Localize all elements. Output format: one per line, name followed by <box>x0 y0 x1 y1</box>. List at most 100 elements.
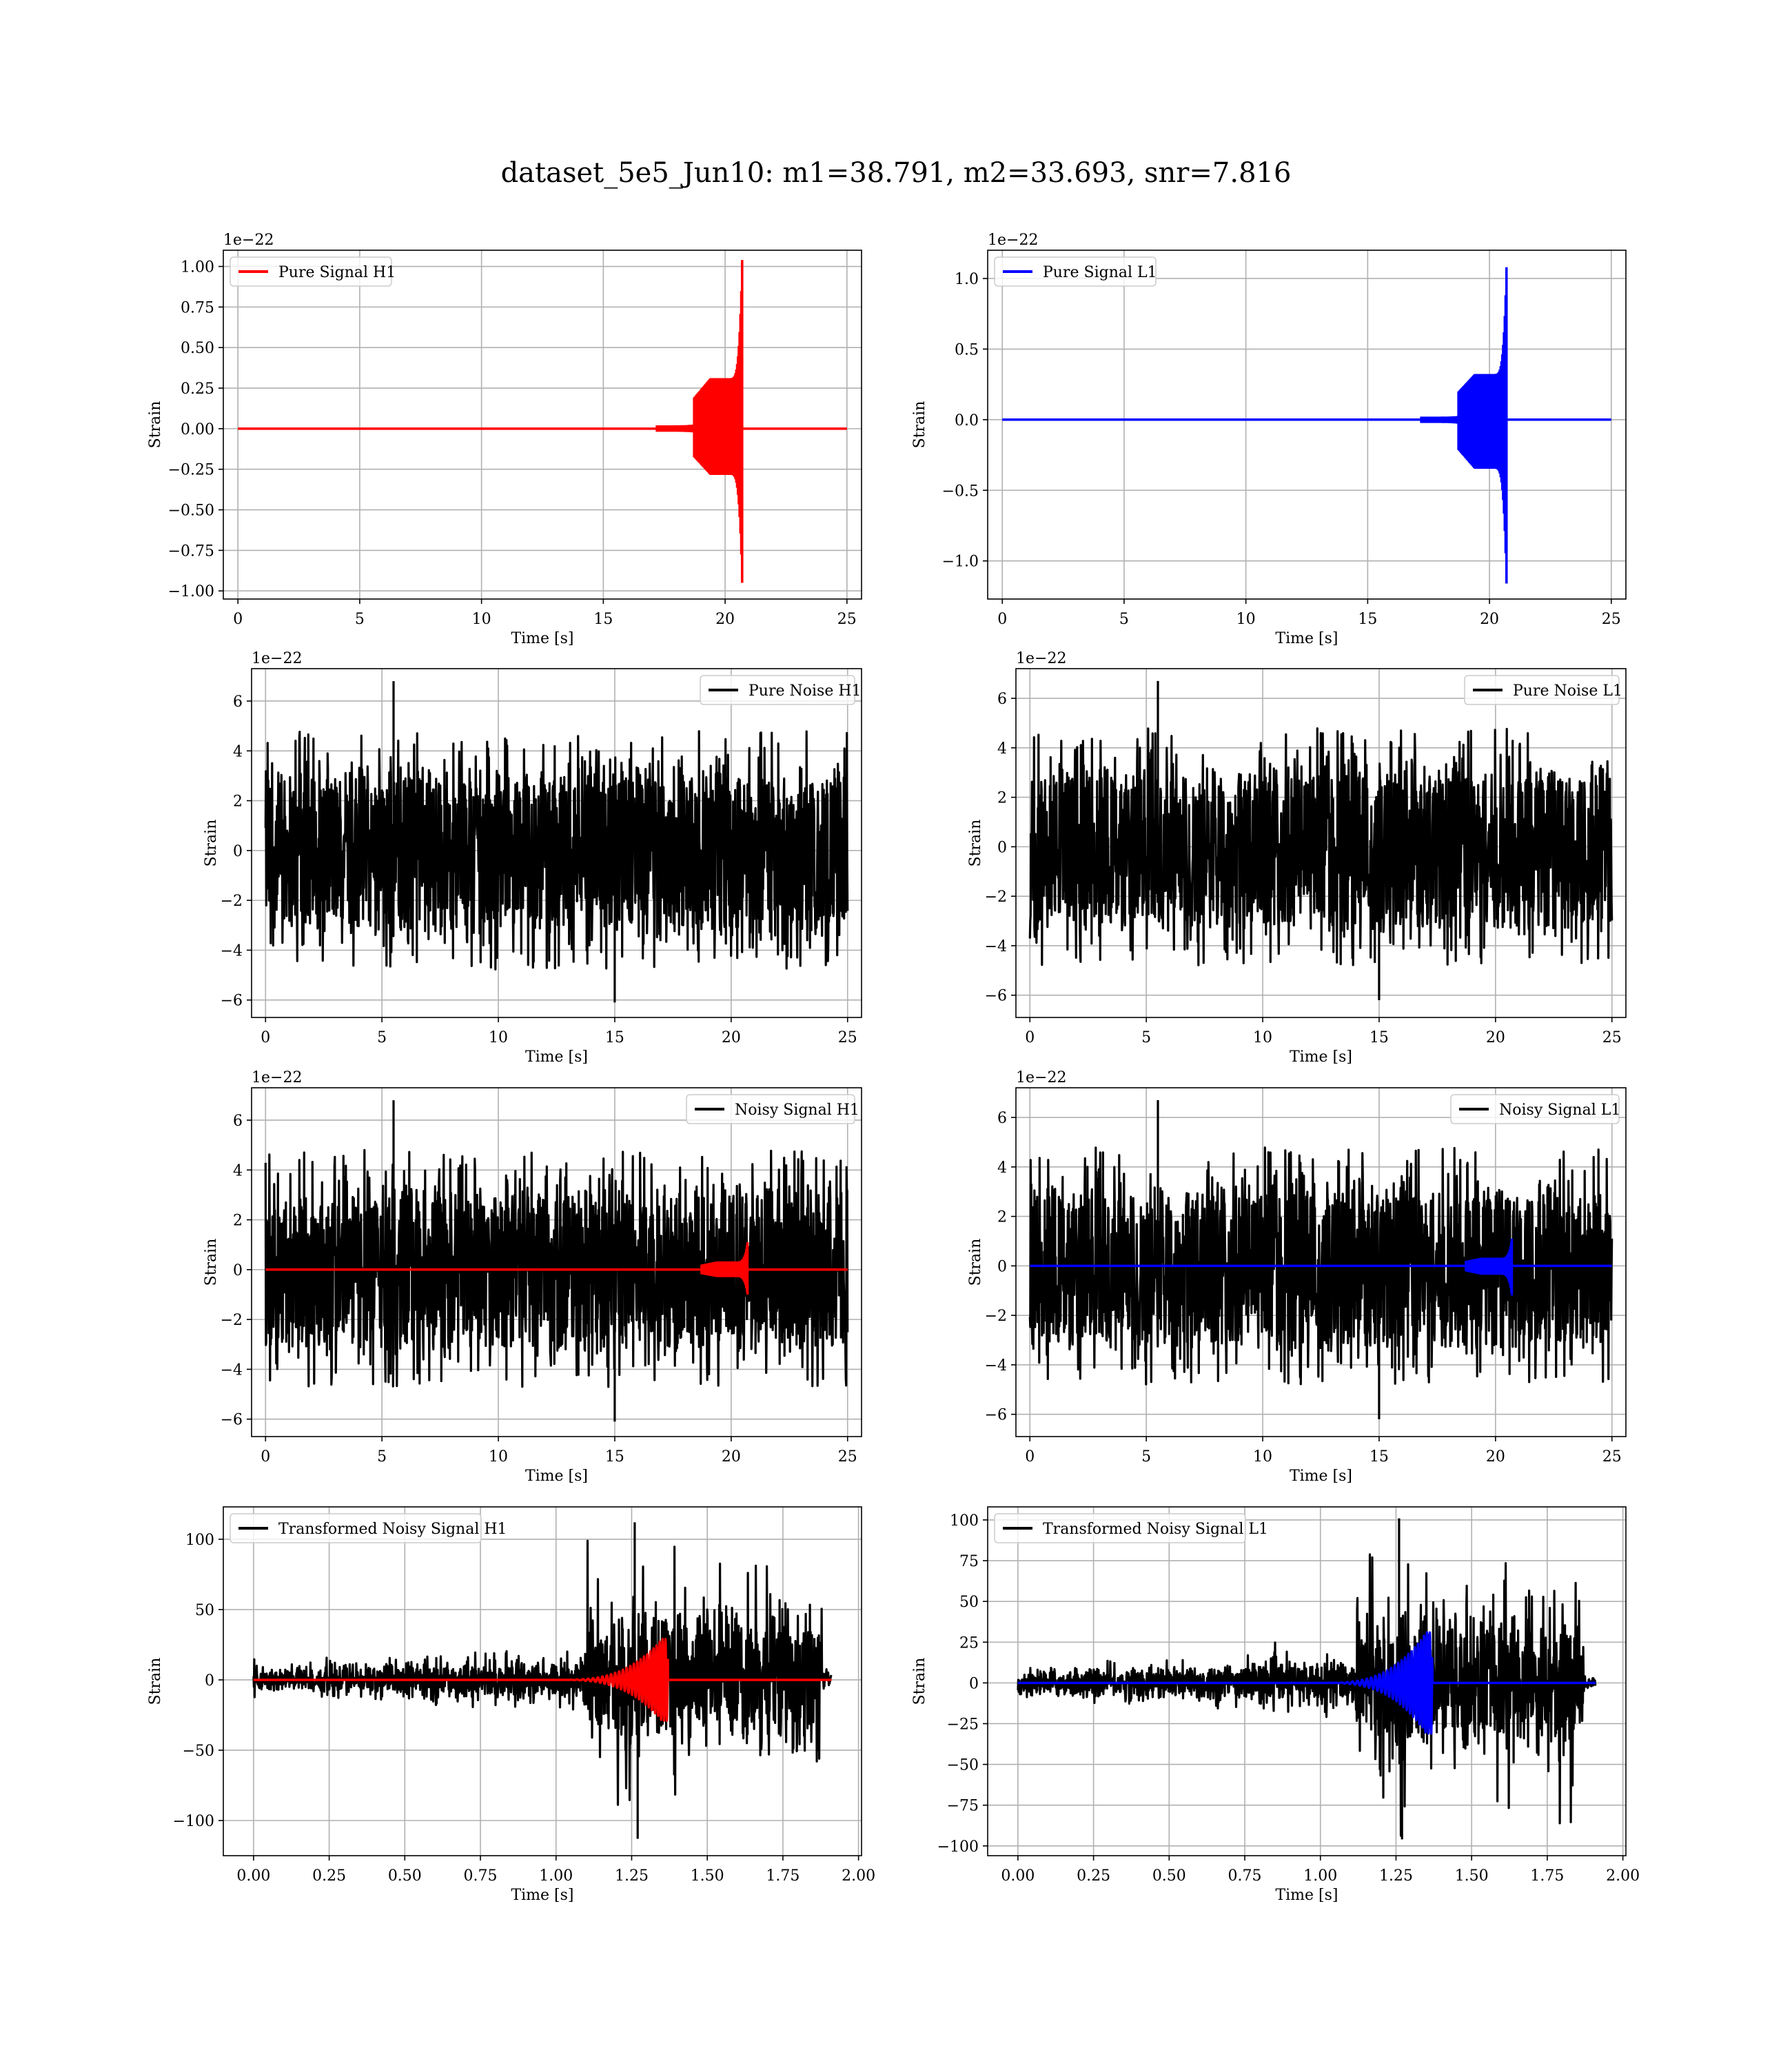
y-tick-label: 75 <box>959 1553 979 1570</box>
y-tick-label: 0.5 <box>955 341 979 358</box>
y-tick-label: −75 <box>947 1798 979 1815</box>
axes-frame <box>1015 1087 1627 1437</box>
x-tick-label: 1.75 <box>1530 1867 1564 1885</box>
series-line-1 <box>252 1522 833 1839</box>
legend-label: Noisy Signal L1 <box>1499 1102 1620 1119</box>
y-tick-label: −1.00 <box>168 583 214 600</box>
series-line-2 <box>265 1242 848 1295</box>
x-tick-label: 25 <box>1602 1448 1622 1466</box>
x-tick-label: 0 <box>997 611 1007 628</box>
subplot-6: 0 5 10 15 20 25 −6 −4 −2 0 2 4 6 Time [s] Strain 1e−22 N… <box>967 1069 1627 1485</box>
legend: Pure Noise H1 <box>700 675 862 705</box>
series-line-1 <box>264 1100 849 1422</box>
x-tick-label: 0 <box>233 611 243 628</box>
y-tick-label: −6 <box>985 1407 1007 1424</box>
series-line-1 <box>238 260 847 583</box>
x-tick-label: 5 <box>1141 1029 1151 1046</box>
series-line-1 <box>1028 680 1613 1000</box>
y-axis-label: Strain <box>203 820 220 867</box>
y-tick-label: −2 <box>221 1312 243 1329</box>
y-tick-label: −50 <box>947 1757 979 1774</box>
x-tick-label: 0 <box>261 1029 270 1046</box>
x-axis-label: Time [s] <box>1275 1887 1338 1904</box>
x-tick-label: 2.00 <box>842 1867 875 1885</box>
legend: Transformed Noisy Signal H1 <box>230 1513 507 1543</box>
x-axis-label: Time [s] <box>511 630 573 647</box>
y-tick-label: −6 <box>221 1412 243 1429</box>
y-tick-label: −6 <box>985 988 1007 1005</box>
axis-offset-text: 1e−22 <box>252 650 302 667</box>
x-tick-label: 10 <box>1253 1029 1272 1046</box>
x-tick-label: 0.25 <box>312 1867 346 1885</box>
y-tick-label: −1.0 <box>942 554 979 571</box>
legend: Noisy Signal L1 <box>1450 1094 1620 1124</box>
x-tick-label: 20 <box>722 1029 741 1046</box>
y-tick-label: 0 <box>969 1675 979 1692</box>
series-line-2 <box>252 1638 833 1722</box>
x-tick-label: 0 <box>261 1448 270 1466</box>
legend-box <box>994 256 1157 287</box>
y-tick-label: −6 <box>221 993 243 1010</box>
y-tick-label: 4 <box>997 1159 1007 1177</box>
x-tick-label: 25 <box>1602 1029 1622 1046</box>
x-tick-label: 10 <box>1253 1448 1272 1466</box>
y-axis-label: Strain <box>967 820 984 867</box>
x-tick-label: 2.00 <box>1606 1867 1640 1885</box>
x-axis-label: Time [s] <box>525 1048 588 1066</box>
legend-label: Pure Signal L1 <box>1043 264 1157 281</box>
axis-offset-text: 1e−22 <box>1016 1069 1066 1086</box>
axis-offset-text: 1e−22 <box>988 232 1038 249</box>
x-tick-label: 15 <box>1370 1448 1389 1466</box>
x-tick-label: 5 <box>1119 611 1129 628</box>
x-tick-label: 0.50 <box>1152 1867 1186 1885</box>
x-tick-label: 5 <box>355 611 365 628</box>
legend: Noisy Signal H1 <box>686 1094 859 1124</box>
series-line-1 <box>1017 1518 1597 1840</box>
y-tick-label: 6 <box>233 1113 243 1130</box>
axes-frame <box>987 250 1627 600</box>
y-tick-label: 1.0 <box>955 271 979 288</box>
y-axis-label: Strain <box>911 401 928 449</box>
series-line-2 <box>1017 1631 1597 1735</box>
x-tick-label: 5 <box>1141 1448 1151 1466</box>
subplot-8: 0.00 0.25 0.50 0.75 1.00 1.25 1.50 1.75 2.00 −100… <box>911 1506 1640 1904</box>
y-tick-label: 0 <box>233 1262 243 1279</box>
y-tick-label: −50 <box>183 1743 214 1760</box>
subplot-3: 0 5 10 15 20 25 −6 −4 −2 0 2 4 6 Time [s] Strain 1e−22 P… <box>203 650 862 1066</box>
legend-label: Transformed Noisy Signal L1 <box>1043 1521 1268 1538</box>
x-tick-label: 20 <box>1480 611 1499 628</box>
y-tick-label: −2 <box>221 893 243 910</box>
x-tick-label: 15 <box>605 1448 624 1466</box>
subplot-2: 0 5 10 15 20 25 −1.0 −0.5 0.0 0.5 1.0 Time [s] Strai… <box>911 232 1627 647</box>
x-tick-label: 20 <box>722 1448 741 1466</box>
x-tick-label: 15 <box>593 611 613 628</box>
y-tick-label: 0 <box>205 1672 214 1690</box>
legend: Transformed Noisy Signal L1 <box>994 1513 1268 1543</box>
y-tick-label: 6 <box>233 693 243 711</box>
y-tick-label: 0.25 <box>181 381 214 398</box>
y-axis-label: Strain <box>203 1239 220 1286</box>
legend-box <box>1450 1094 1620 1124</box>
axes-frame <box>223 250 862 600</box>
y-tick-label: −25 <box>947 1716 979 1733</box>
legend-box <box>230 256 392 287</box>
y-tick-label: 4 <box>233 1162 243 1179</box>
legend: Pure Noise L1 <box>1464 675 1622 705</box>
y-tick-label: 2 <box>997 790 1007 807</box>
legend: Pure Signal L1 <box>994 256 1157 287</box>
axes-frame <box>1015 668 1627 1018</box>
series-line-1 <box>1028 1099 1613 1419</box>
y-tick-label: 2 <box>233 793 243 811</box>
x-tick-label: 20 <box>1486 1029 1505 1046</box>
x-tick-label: 5 <box>377 1448 387 1466</box>
axis-offset-text: 1e−22 <box>252 1069 302 1086</box>
x-tick-label: 10 <box>489 1448 508 1466</box>
x-tick-label: 1.75 <box>766 1867 800 1885</box>
y-axis-label: Strain <box>967 1239 984 1286</box>
y-tick-label: 0.00 <box>181 421 214 438</box>
y-tick-label: −4 <box>985 938 1007 955</box>
x-tick-label: 10 <box>489 1029 508 1046</box>
legend-box <box>994 1513 1246 1543</box>
x-tick-label: 10 <box>1236 611 1256 628</box>
y-tick-label: −100 <box>937 1838 979 1856</box>
